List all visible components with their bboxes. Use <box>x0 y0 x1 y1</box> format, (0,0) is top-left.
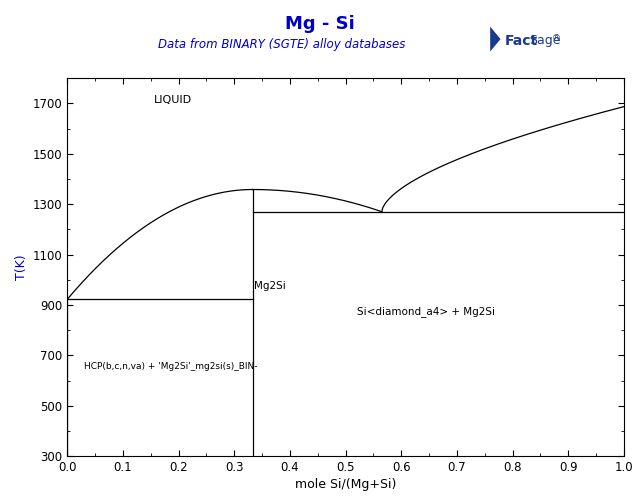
Text: Mg2Si: Mg2Si <box>254 281 286 290</box>
Polygon shape <box>490 27 500 51</box>
Text: Fact: Fact <box>504 34 538 48</box>
Text: ®: ® <box>552 34 561 43</box>
Text: Mg - Si: Mg - Si <box>285 15 355 33</box>
Text: Data from BINARY (SGTE) alloy databases: Data from BINARY (SGTE) alloy databases <box>158 38 405 51</box>
Y-axis label: T(K): T(K) <box>15 255 28 280</box>
Text: Si<diamond_a4> + Mg2Si: Si<diamond_a4> + Mg2Si <box>356 306 495 318</box>
Text: LIQUID: LIQUID <box>154 95 191 105</box>
Text: HCP(b,c,n,va) + 'Mg2Si'_mg2si(s)_BIN-: HCP(b,c,n,va) + 'Mg2Si'_mg2si(s)_BIN- <box>84 362 257 371</box>
X-axis label: mole Si/(Mg+Si): mole Si/(Mg+Si) <box>295 478 396 491</box>
Text: Sage: Sage <box>529 34 560 47</box>
